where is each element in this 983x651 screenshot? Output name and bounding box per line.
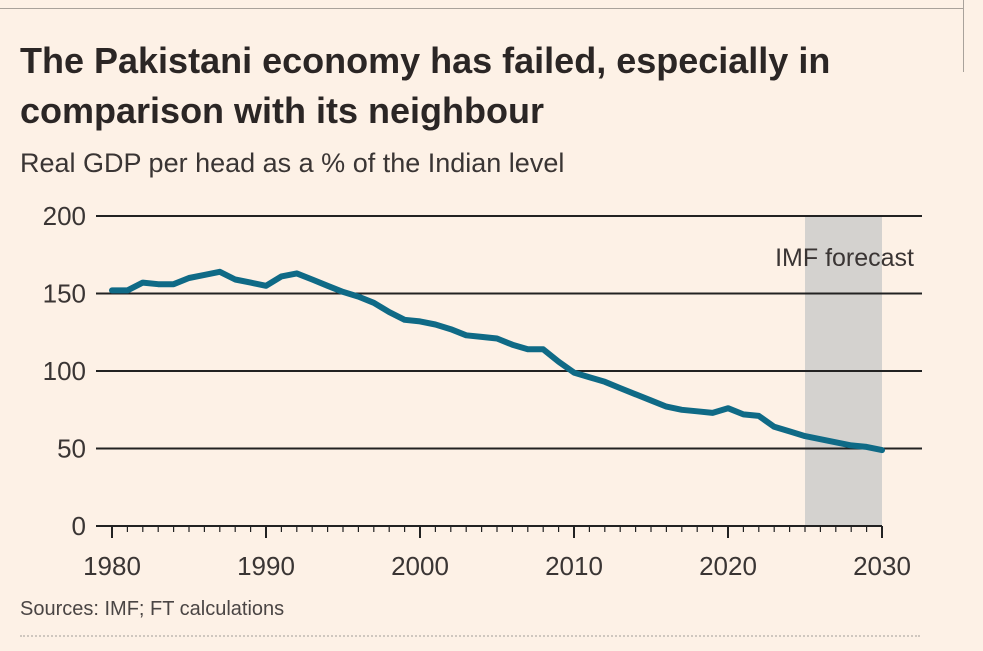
- x-tick-label-2020: 2020: [699, 551, 757, 581]
- x-tick-label-1980: 1980: [83, 551, 141, 581]
- frame-top-rule: [0, 0, 963, 9]
- y-tick-label-100: 100: [43, 356, 86, 386]
- bottom-rule: [20, 635, 920, 637]
- y-tick-label-200: 200: [43, 201, 86, 231]
- x-tick-label-2010: 2010: [545, 551, 603, 581]
- x-tick-label-2030: 2030: [853, 551, 911, 581]
- series-line-0: [109, 268, 885, 454]
- y-tick-label-0: 0: [72, 511, 86, 541]
- x-tick-label-2000: 2000: [391, 551, 449, 581]
- forecast-label: IMF forecast: [775, 244, 914, 272]
- x-tick-label-1990: 1990: [237, 551, 295, 581]
- frame-right-rule: [963, 0, 964, 72]
- label-layer: 0 50 100 150 200 1980 1990 2000 2010 2020 2030 IMF …: [43, 201, 914, 581]
- chart-subtitle: Real GDP per head as a % of the Indian l…: [20, 148, 565, 178]
- y-tick-label-50: 50: [57, 434, 86, 464]
- source-note: Sources: IMF; FT calculations: [20, 598, 285, 620]
- series-layer: [109, 268, 885, 454]
- x-axis: [96, 525, 883, 538]
- gridline-layer: [96, 215, 922, 450]
- chart-title: The Pakistani economy has failed, especi…: [20, 40, 831, 131]
- y-tick-label-150: 150: [43, 279, 86, 309]
- line-chart: 0 50 100 150 200 1980 1990 2000 2010 2020 2030 IMF …: [43, 201, 922, 581]
